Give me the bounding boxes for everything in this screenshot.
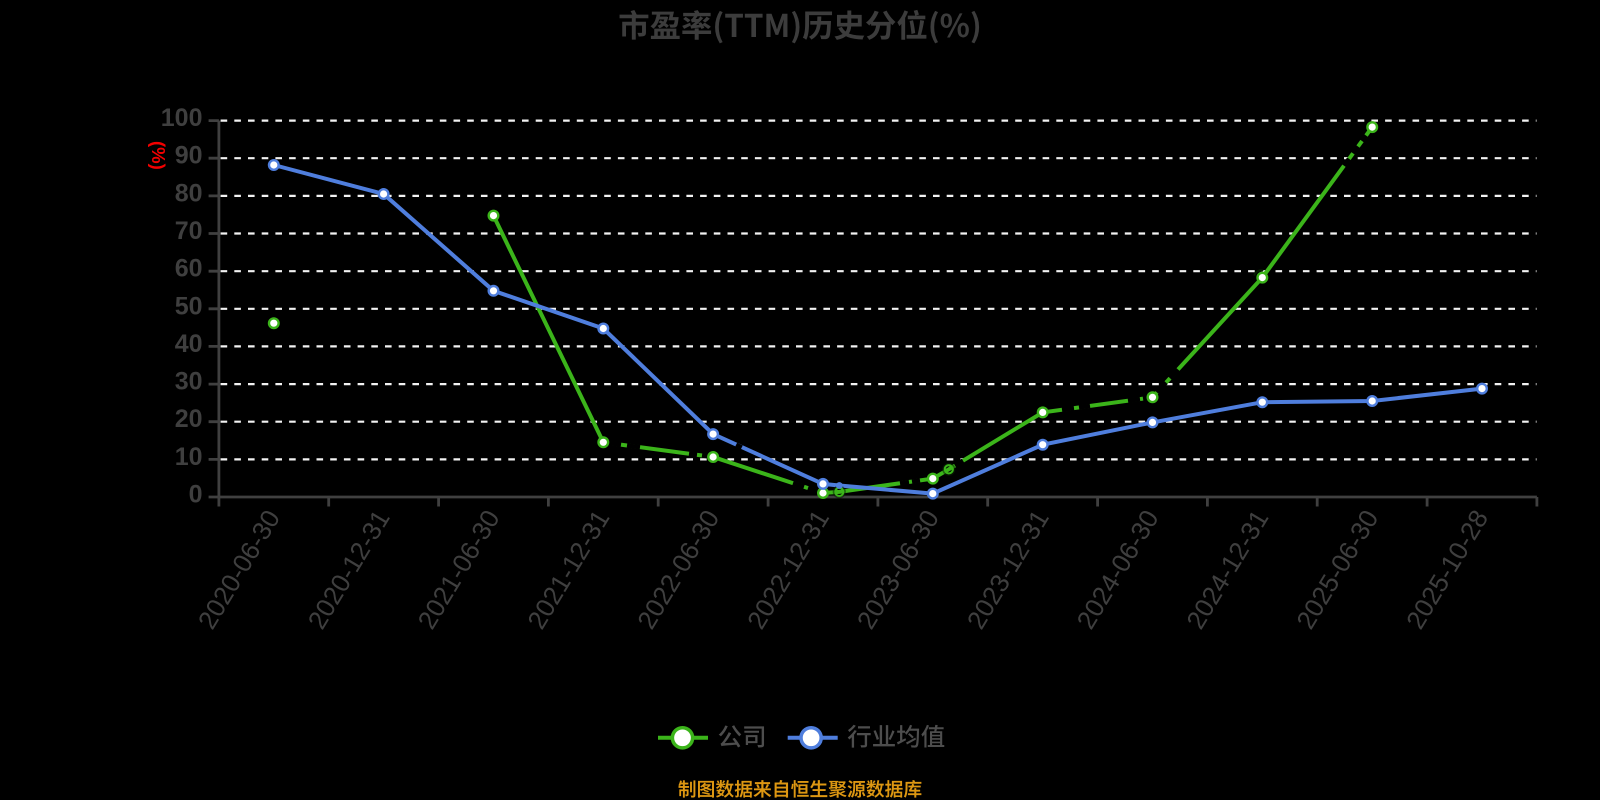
svg-text:(%): (%) — [148, 141, 169, 170]
svg-text:20: 20 — [175, 405, 203, 433]
svg-text:50: 50 — [175, 292, 203, 320]
svg-text:70: 70 — [175, 217, 203, 245]
svg-text:60: 60 — [175, 255, 203, 283]
svg-text:80: 80 — [175, 179, 203, 207]
svg-text:0: 0 — [189, 481, 203, 509]
svg-text:90: 90 — [175, 142, 203, 170]
svg-text:30: 30 — [175, 368, 203, 396]
svg-text:40: 40 — [175, 330, 203, 358]
svg-text:10: 10 — [175, 443, 203, 471]
svg-text:100: 100 — [161, 104, 203, 132]
